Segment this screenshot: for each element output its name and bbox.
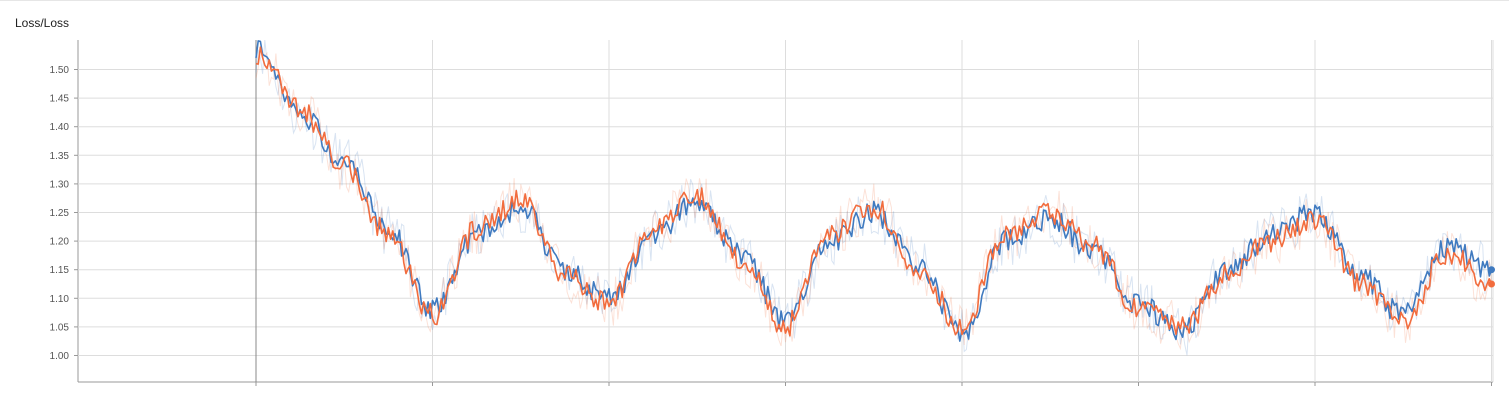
y-tick-label: 1.45	[50, 94, 70, 105]
y-tick-label: 1.35	[50, 151, 70, 162]
y-tick-label: 1.00	[50, 351, 70, 362]
y-tick-label: 1.20	[50, 237, 70, 248]
y-tick-label: 1.10	[50, 294, 70, 305]
y-tick-label: 1.50	[50, 65, 70, 76]
grid-layer: 1.00 1.05 1.10 1.15 1.20 1.25 1.30 1.35 1.40 1.45…	[50, 40, 1494, 386]
series-layer	[255, 39, 1495, 356]
y-tick-label: 1.15	[50, 265, 70, 276]
series-end-point	[1488, 266, 1495, 274]
y-tick-label: 1.30	[50, 179, 70, 190]
series-smoothed-line	[255, 40, 1493, 342]
series-smoothed-line	[255, 46, 1493, 337]
y-tick-label: 1.40	[50, 122, 70, 133]
chart-title: Loss/Loss	[15, 16, 70, 30]
series-end-point	[1488, 280, 1495, 288]
y-tick-label: 1.05	[50, 322, 70, 333]
top-divider	[0, 0, 1509, 1]
y-tick-label: 1.25	[50, 208, 70, 219]
